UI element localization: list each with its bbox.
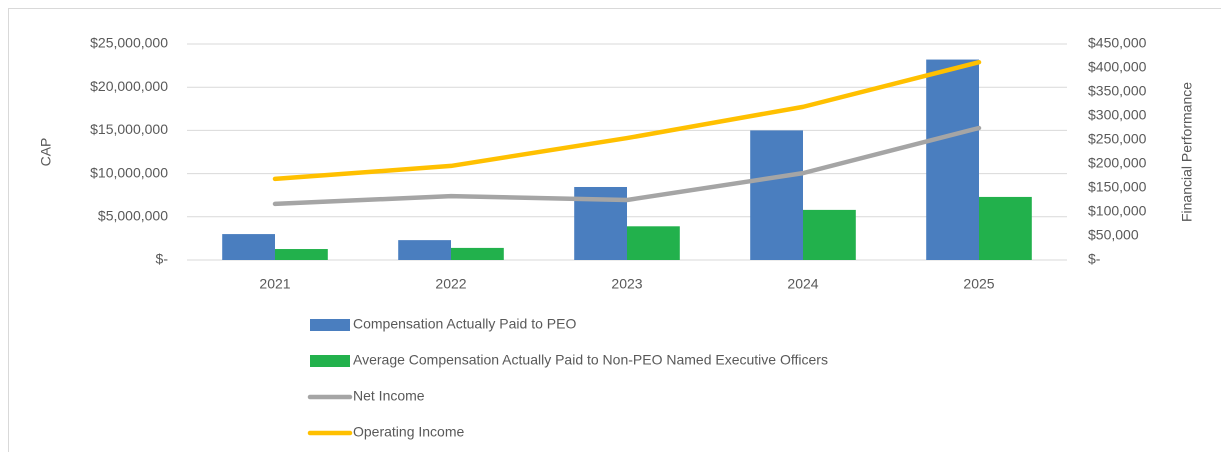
y2-tick-label: $50,000 [1088, 227, 1139, 243]
legend-swatch [310, 355, 350, 367]
legend-swatch [310, 319, 350, 331]
x-tick-label: 2021 [259, 276, 290, 292]
x-tick-label: 2025 [963, 276, 994, 292]
bar [803, 209, 856, 260]
bar [451, 247, 504, 260]
legend-label: Operating Income [353, 424, 464, 440]
y-tick-label: $- [156, 251, 169, 267]
x-tick-label: 2023 [611, 276, 642, 292]
y-tick-label: $15,000,000 [90, 121, 168, 137]
bar [398, 240, 451, 260]
bar [627, 226, 680, 260]
y2-tick-label: $300,000 [1088, 107, 1147, 123]
chart-frame [8, 8, 1221, 452]
y2-tick-label: $- [1088, 251, 1101, 267]
y2-tick-label: $350,000 [1088, 83, 1147, 99]
y-tick-label: $5,000,000 [98, 208, 168, 224]
line [272, 59, 982, 182]
bar [926, 59, 979, 260]
y-tick-label: $20,000,000 [90, 78, 168, 94]
y-axis-label: CAP [38, 138, 54, 167]
y2-tick-label: $150,000 [1088, 179, 1147, 195]
y2-axis-label: Financial Performance [1179, 82, 1195, 222]
legend-label: Net Income [353, 388, 425, 404]
x-tick-label: 2024 [787, 276, 818, 292]
y-tick-label: $10,000,000 [90, 164, 168, 180]
legend-label: Average Compensation Actually Paid to No… [353, 352, 828, 368]
y-tick-label: $25,000,000 [90, 35, 168, 51]
bar [222, 234, 275, 260]
line [272, 125, 982, 207]
legend-label: Compensation Actually Paid to PEO [353, 316, 576, 332]
y2-tick-label: $250,000 [1088, 131, 1147, 147]
y2-tick-label: $400,000 [1088, 59, 1147, 75]
y2-tick-label: $450,000 [1088, 35, 1147, 51]
y2-tick-label: $200,000 [1088, 155, 1147, 171]
bar [275, 249, 328, 260]
bar [979, 196, 1032, 260]
x-tick-label: 2022 [435, 276, 466, 292]
y2-tick-label: $100,000 [1088, 203, 1147, 219]
bar [750, 130, 803, 260]
